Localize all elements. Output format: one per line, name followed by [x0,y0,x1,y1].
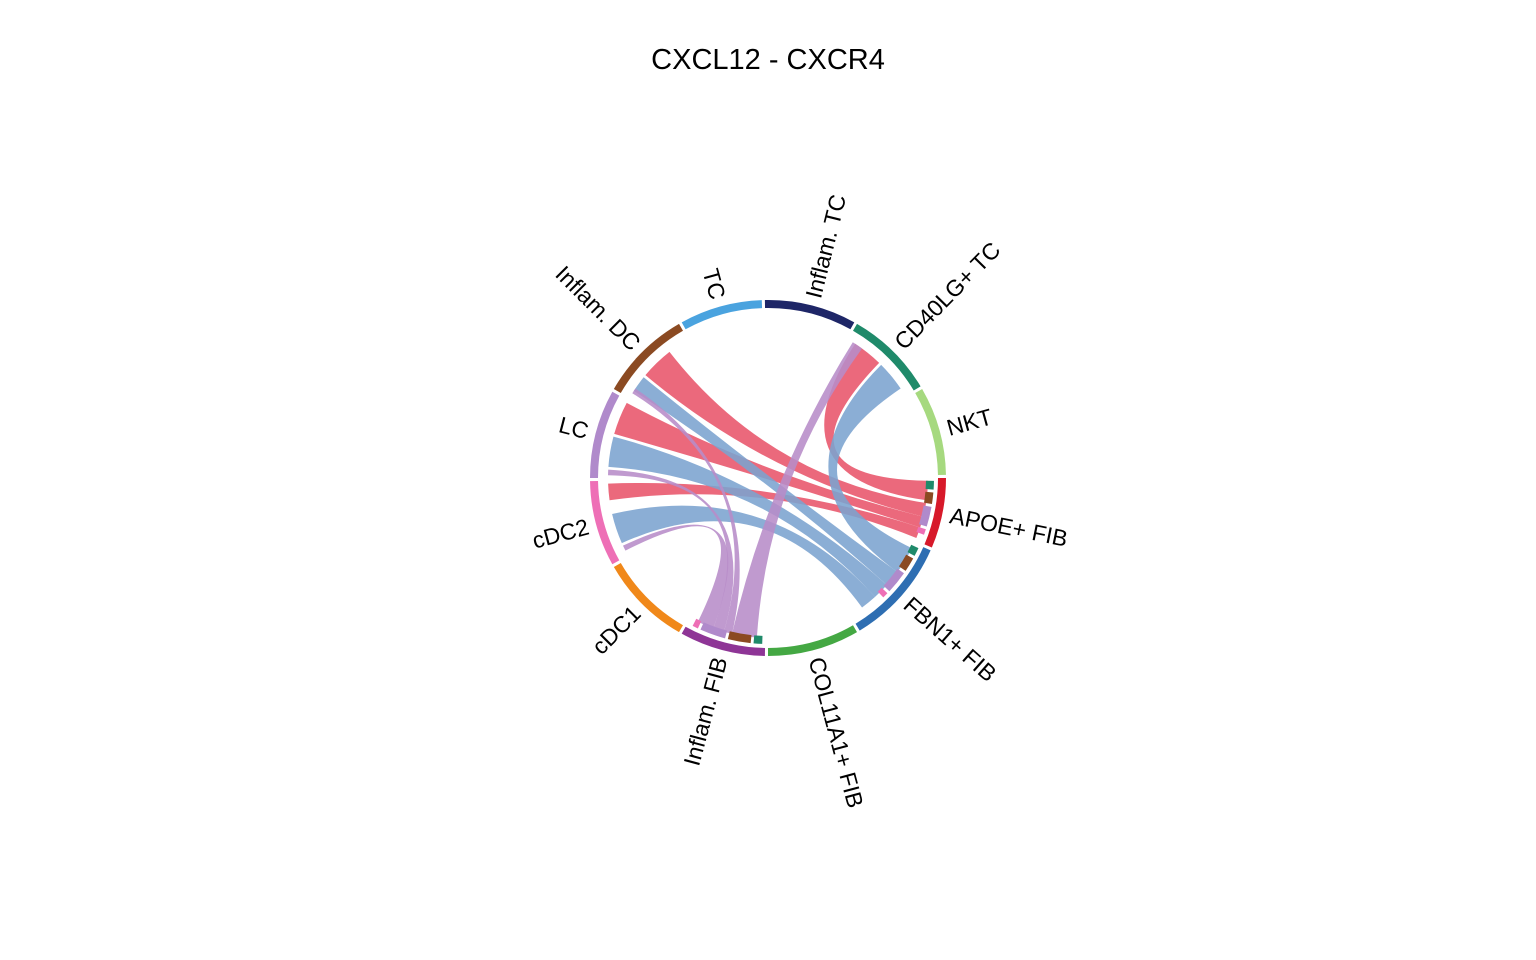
target-tick-11 [692,618,702,629]
sector-label-NKT: NKT [944,403,995,440]
sector-FBN1 [855,547,931,631]
link-LC-to-InflamFIB [608,469,734,632]
link-cDC2-to-FBN1 [612,505,876,608]
sector-label-LC: LC [556,411,591,444]
target-tick-9 [727,631,752,644]
sector-InflamTC [764,300,855,330]
sector-cDC1 [613,563,683,633]
sector-COL11A1 [768,625,857,656]
sector-label-cDC2: cDC2 [529,514,591,554]
link-LC-to-APOE [614,402,924,528]
sector-label-InflamFIB: Inflam. FIB [679,654,733,768]
sector-LC [590,391,620,478]
link-InflamDC-to-FBN1 [633,377,898,586]
target-tick-0 [925,480,934,490]
target-tick-8 [753,635,763,644]
link-CD40LG-to-APOE [824,343,928,501]
link-CD40LG-to-InflamFIB [732,342,863,638]
sector-APOE [924,478,946,548]
sector-InflamFIB [681,626,766,656]
link-cDC2-to-APOE [608,483,921,538]
target-tick-5 [898,554,914,571]
target-tick-6 [883,568,904,592]
link-CD40LG-to-FBN1 [828,364,912,573]
sector-label-InflamDC: Inflam. DC [550,260,645,355]
link-InflamDC-to-APOE [645,351,927,517]
sector-TC [681,300,763,330]
links-layer [608,342,928,638]
sector-label-COL11A1: COL11A1+ FIB [804,654,869,810]
sector-label-TC: TC [698,266,731,303]
sector-NKT [915,389,946,476]
sector-InflamDC [613,323,683,393]
link-LC-to-FBN1 [608,436,887,597]
sectors-layer [590,300,946,656]
target-tick-2 [919,505,932,527]
sector-label-FBN1: FBN1+ FIB [899,592,1002,687]
link-cDC2-to-InflamFIB [622,524,729,629]
sector-label-InflamTC: Inflam. TC [800,192,851,301]
sector-label-APOE: APOE+ FIB [948,502,1070,551]
sector-label-CD40LG: CD40LG+ TC [889,237,1005,355]
target-ticks-layer [692,480,934,644]
target-tick-7 [877,587,888,598]
sector-cDC2 [590,480,620,565]
target-tick-3 [916,526,926,535]
sector-CD40LG [853,323,921,391]
target-tick-10 [700,622,728,639]
target-tick-1 [924,491,934,504]
chart-title: CXCL12 - CXCR4 [651,44,885,76]
target-tick-4 [907,544,919,556]
sector-label-cDC1: cDC1 [587,600,646,659]
